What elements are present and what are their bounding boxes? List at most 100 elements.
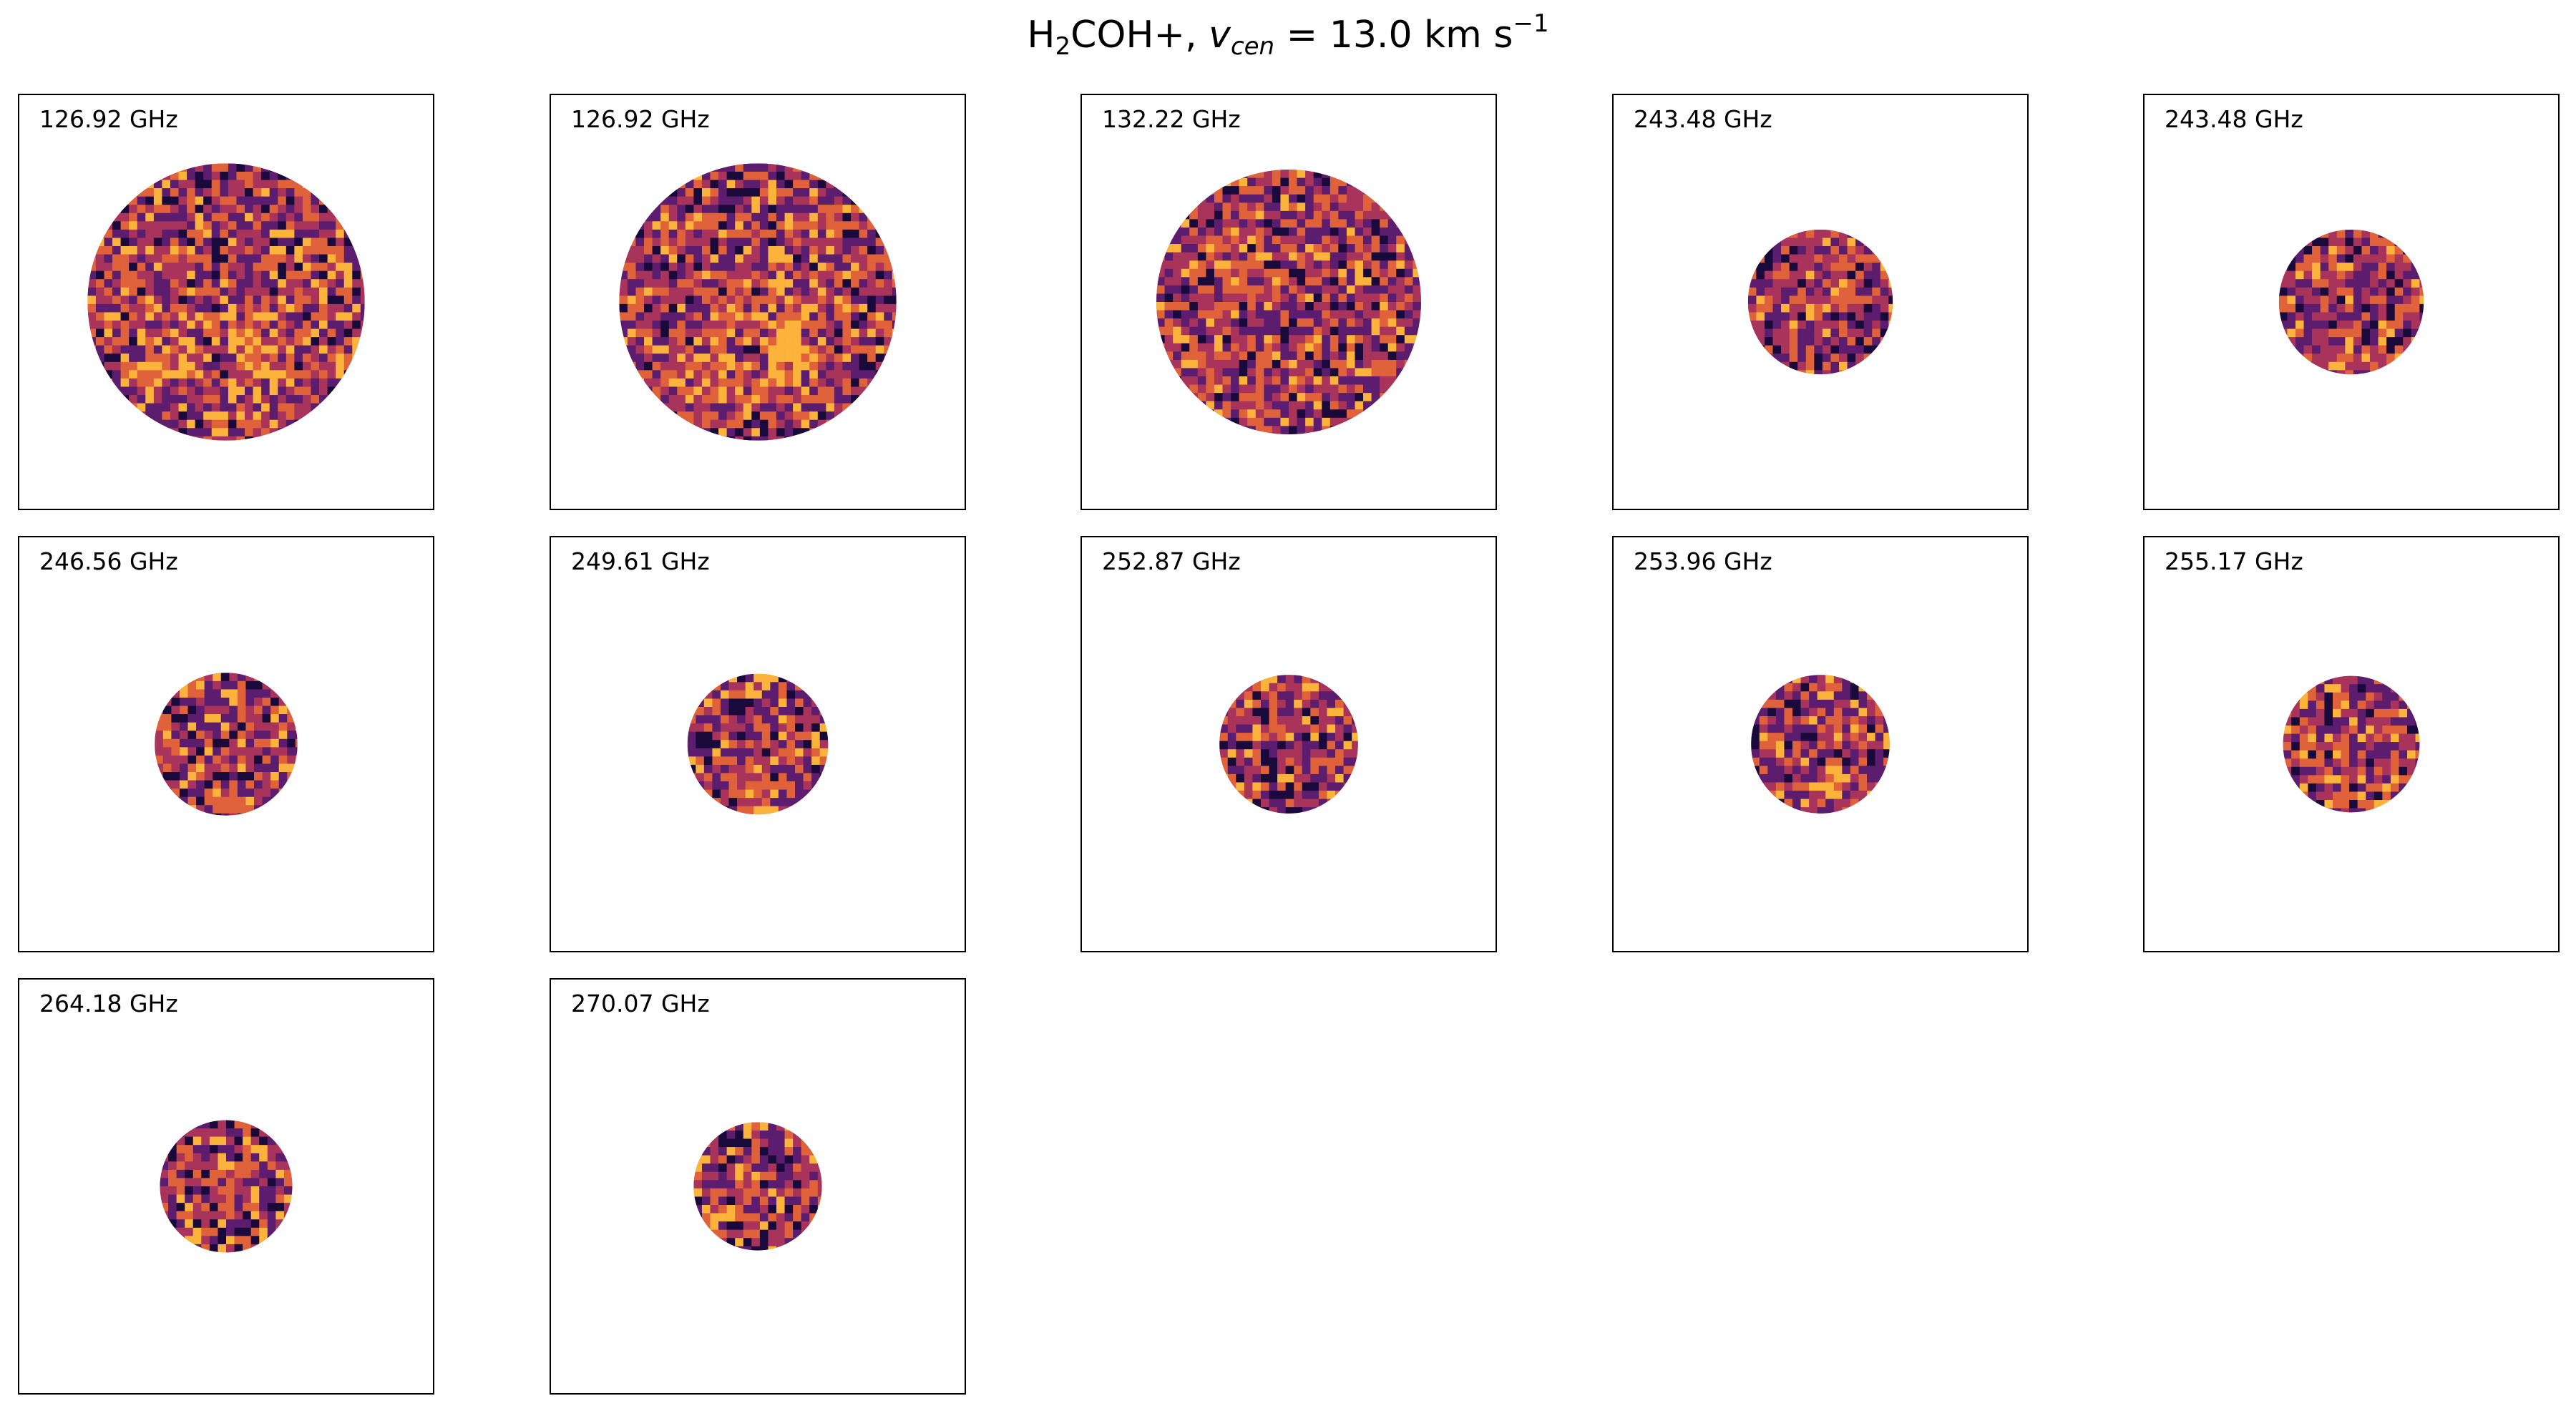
map-pixel	[302, 213, 311, 222]
map-pixel	[1764, 328, 1773, 338]
map-pixel	[211, 270, 220, 280]
map-pixel	[2303, 238, 2313, 247]
map-pixel	[884, 328, 893, 338]
map-pixel	[1830, 270, 1840, 280]
map-pixel	[1280, 186, 1289, 195]
map-pixel	[644, 361, 653, 371]
map-pixel	[352, 411, 361, 421]
map-pixel	[1355, 170, 1364, 178]
map-pixel	[170, 370, 179, 379]
map-pixel	[1363, 252, 1372, 261]
map-pixel	[1313, 417, 1322, 426]
map-pixel	[1338, 401, 1347, 410]
map-pixel	[884, 411, 893, 421]
map-pixel	[826, 328, 835, 338]
map-pixel	[743, 312, 752, 321]
map-pixel	[179, 813, 188, 816]
map-pixel	[1863, 303, 1873, 313]
map-pixel	[1260, 724, 1269, 733]
map-pixel	[1380, 194, 1389, 203]
map-pixel	[213, 813, 222, 816]
map-pixel	[1269, 773, 1278, 783]
map-pixel	[1244, 757, 1253, 766]
map-pixel	[811, 781, 820, 790]
map-pixel	[195, 411, 204, 421]
map-pixel	[1285, 766, 1294, 775]
map-pixel	[120, 403, 130, 412]
map-pixel	[2361, 303, 2371, 313]
map-pixel	[95, 163, 104, 172]
map-pixel	[751, 403, 761, 412]
map-pixel	[179, 689, 188, 698]
map-pixel	[875, 229, 884, 238]
map-pixel	[759, 287, 769, 296]
map-pixel	[726, 436, 736, 441]
map-pixel	[851, 279, 859, 288]
map-pixel	[228, 436, 237, 441]
map-pixel	[851, 213, 859, 222]
panel-4-emission	[1747, 229, 1893, 375]
map-pixel	[336, 436, 345, 441]
map-pixel	[819, 706, 829, 716]
map-pixel	[1280, 393, 1289, 402]
map-pixel	[196, 697, 205, 706]
map-pixel	[770, 715, 779, 724]
map-pixel	[1244, 708, 1253, 717]
map-pixel	[336, 386, 345, 396]
map-pixel	[1805, 263, 1815, 271]
map-pixel	[809, 370, 819, 379]
map-pixel	[1285, 799, 1294, 808]
map-pixel	[1236, 799, 1245, 808]
map-pixel	[677, 221, 686, 230]
map-pixel	[1330, 210, 1339, 220]
map-pixel	[1239, 219, 1248, 228]
map-pixel	[826, 180, 835, 189]
map-pixel	[87, 196, 97, 205]
map-pixel	[336, 353, 345, 363]
map-pixel	[1343, 699, 1352, 708]
map-pixel	[2336, 245, 2346, 255]
map-pixel	[801, 254, 810, 263]
map-pixel	[644, 270, 653, 280]
map-pixel	[302, 361, 311, 371]
map-pixel	[652, 238, 661, 247]
map-pixel	[1322, 302, 1331, 311]
map-pixel	[1833, 675, 1843, 684]
map-pixel	[170, 411, 179, 421]
map-pixel	[294, 205, 303, 214]
map-pixel	[859, 254, 868, 263]
map-pixel	[786, 673, 796, 683]
map-pixel	[770, 748, 779, 757]
map-pixel	[311, 163, 320, 172]
map-pixel	[677, 180, 686, 189]
map-pixel	[220, 788, 230, 797]
map-pixel	[1247, 293, 1257, 303]
map-pixel	[104, 419, 113, 429]
map-pixel	[1264, 285, 1273, 294]
map-pixel	[319, 279, 328, 288]
map-pixel	[278, 772, 288, 781]
map-pixel	[1751, 683, 1760, 692]
map-pixel	[153, 328, 162, 338]
map-pixel	[352, 378, 361, 387]
map-pixel	[262, 813, 271, 816]
map-pixel	[1767, 675, 1777, 684]
map-pixel	[735, 205, 744, 214]
map-pixel	[302, 345, 311, 354]
map-pixel	[867, 353, 877, 363]
map-pixel	[153, 213, 162, 222]
map-pixel	[262, 772, 271, 781]
map-pixel	[884, 337, 893, 346]
map-pixel	[229, 722, 238, 731]
map-pixel	[153, 188, 162, 197]
map-pixel	[95, 361, 104, 371]
map-pixel	[710, 321, 719, 329]
map-pixel	[693, 196, 703, 205]
map-pixel	[120, 345, 130, 354]
map-pixel	[269, 287, 278, 296]
map-pixel	[1247, 244, 1257, 253]
map-pixel	[319, 345, 328, 354]
map-pixel	[295, 772, 298, 781]
map-pixel	[179, 722, 188, 731]
map-pixel	[1387, 277, 1397, 286]
